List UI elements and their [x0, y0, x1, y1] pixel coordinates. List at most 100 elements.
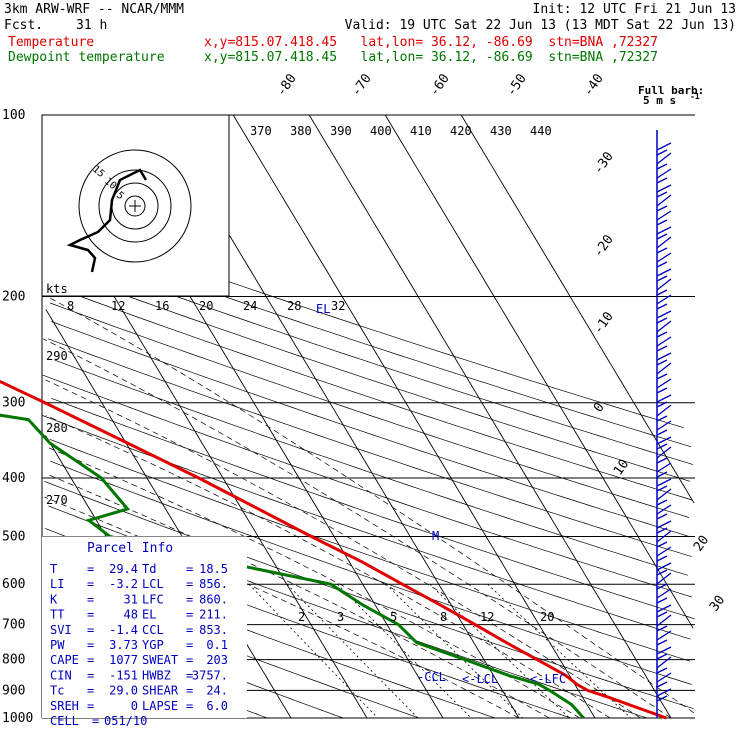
- pressure-tick-label: 800: [2, 653, 25, 668]
- theta-label: 280: [46, 421, 68, 435]
- dry-adiabat-line: [51, 321, 690, 537]
- wind-barb: [656, 688, 672, 702]
- wind-barb: [656, 572, 672, 590]
- parcel-equals: =: [87, 608, 94, 622]
- mixing-ratio-line: [337, 583, 472, 719]
- parcel-value: 3.73: [109, 638, 138, 652]
- pressure-tick-label: 700: [2, 618, 25, 633]
- level-marker-label: <-LCL: [462, 672, 498, 686]
- wind-barb: [656, 394, 672, 408]
- dry-adiabat-line: [52, 268, 691, 482]
- parcel-key: CIN: [50, 668, 72, 682]
- hodograph: [41, 114, 230, 297]
- parcel-equals: =: [87, 699, 94, 713]
- isotherm-label: 20: [691, 533, 712, 554]
- valid-time: Valid: 19 UTC Sat 22 Jun 13 (13 MDT Sat …: [344, 18, 736, 33]
- wind-barb: [656, 168, 672, 184]
- mixing-ratio-line: [385, 583, 524, 719]
- dewpoint-legend-label: Dewpoint temperature: [8, 50, 165, 65]
- wind-barb: [656, 236, 672, 254]
- parcel-equals: =: [186, 668, 193, 682]
- mixing-ratio-label: 5: [390, 610, 397, 624]
- parcel-value: 1077: [109, 653, 138, 667]
- parcel-value: 860.: [199, 592, 228, 606]
- parcel-key: TT: [50, 608, 64, 622]
- isotherm-label: -50: [504, 71, 530, 99]
- wind-barb: [656, 336, 672, 352]
- theta-label: 420: [450, 124, 472, 138]
- parcel-equals: =: [87, 592, 94, 606]
- dry-adiabat-line: [49, 438, 691, 662]
- parcel-key: T: [50, 562, 57, 576]
- pressure-tick-label: 300: [2, 396, 25, 411]
- isotherm-line: [232, 114, 596, 719]
- hodograph-speed-label: 28: [287, 299, 301, 313]
- wind-barb: [656, 294, 672, 310]
- temperature-profile: [0, 379, 667, 720]
- wind-barb: [656, 462, 672, 478]
- dry-adiabat-line: [47, 338, 692, 557]
- hodograph-speed-label: 16: [155, 299, 169, 313]
- wind-barb: [656, 252, 672, 268]
- wind-legend-exponent: -1: [690, 92, 700, 101]
- wind-barb: [656, 184, 672, 198]
- parcel-value: 31: [124, 592, 138, 606]
- wind-barb: [656, 194, 672, 212]
- dry-adiabat-line: [42, 415, 691, 640]
- parcel-equals: =: [186, 638, 193, 652]
- dry-adiabat-line: [43, 282, 693, 501]
- parcel-value: 0.1: [206, 638, 228, 652]
- isotherm-label: -70: [349, 71, 375, 99]
- isotherm-label: -30: [591, 149, 617, 177]
- wind-barb: [656, 656, 672, 674]
- hodograph-speed-label: 8: [67, 299, 74, 313]
- wind-barb: [656, 478, 672, 492]
- wind-barb: [656, 646, 672, 660]
- mixing-ratio-line: [248, 583, 379, 719]
- isotherm-line: [80, 114, 444, 719]
- moist-adiabat-line: [42, 338, 672, 719]
- dry-adiabat-line: [57, 253, 694, 465]
- hodograph-speed-label: 24: [243, 299, 257, 313]
- isotherm-line: [308, 114, 672, 719]
- level-marker-label: -CCL: [417, 670, 446, 684]
- isotherm-line: [46, 183, 368, 719]
- moist-adiabat-line: [47, 296, 694, 713]
- parcel-value: 3757.: [192, 668, 228, 682]
- hodograph-speed-label: 20: [199, 299, 213, 313]
- parcel-value: -3.2: [109, 577, 138, 591]
- wind-barb: [656, 268, 672, 282]
- forecast-hour: 31 h: [76, 18, 108, 33]
- parcel-value: 29.4: [109, 562, 138, 576]
- parcel-key: SHEAR: [142, 684, 179, 698]
- parcel-key: YGP: [142, 638, 164, 652]
- wind-barb: [656, 604, 672, 618]
- parcel-key: LI: [50, 577, 64, 591]
- parcel-cell-label: CELL: [50, 714, 79, 728]
- parcel-equals: =: [186, 699, 193, 713]
- theta-label: 410: [410, 124, 432, 138]
- parcel-cell-value: 051/10: [104, 714, 147, 728]
- parcel-key: K: [50, 592, 58, 606]
- parcel-equals: =: [87, 562, 94, 576]
- moist-adiabat-line: [45, 415, 611, 719]
- temperature-legend-label: Temperature: [8, 35, 95, 50]
- parcel-value: 853.: [199, 623, 228, 637]
- parcel-info-background: [42, 536, 247, 718]
- parcel-equals: =: [186, 577, 193, 591]
- wind-barb: [656, 362, 672, 380]
- wind-barb: [656, 278, 672, 296]
- wind-barb: [656, 420, 672, 436]
- theta-label: 390: [330, 124, 352, 138]
- parcel-equals: =: [87, 577, 94, 591]
- parcel-value: -151: [109, 668, 138, 682]
- wind-barb: [656, 320, 672, 338]
- wind-legend-value: 5 m s: [643, 94, 676, 107]
- wind-barb: [656, 404, 672, 422]
- wind-barbs: [656, 130, 672, 718]
- theta-label: 380: [290, 124, 312, 138]
- parcel-equals: =: [186, 592, 193, 606]
- hodograph-ring: [124, 195, 146, 217]
- parcel-key: EL: [142, 608, 156, 622]
- wind-barb: [656, 446, 672, 464]
